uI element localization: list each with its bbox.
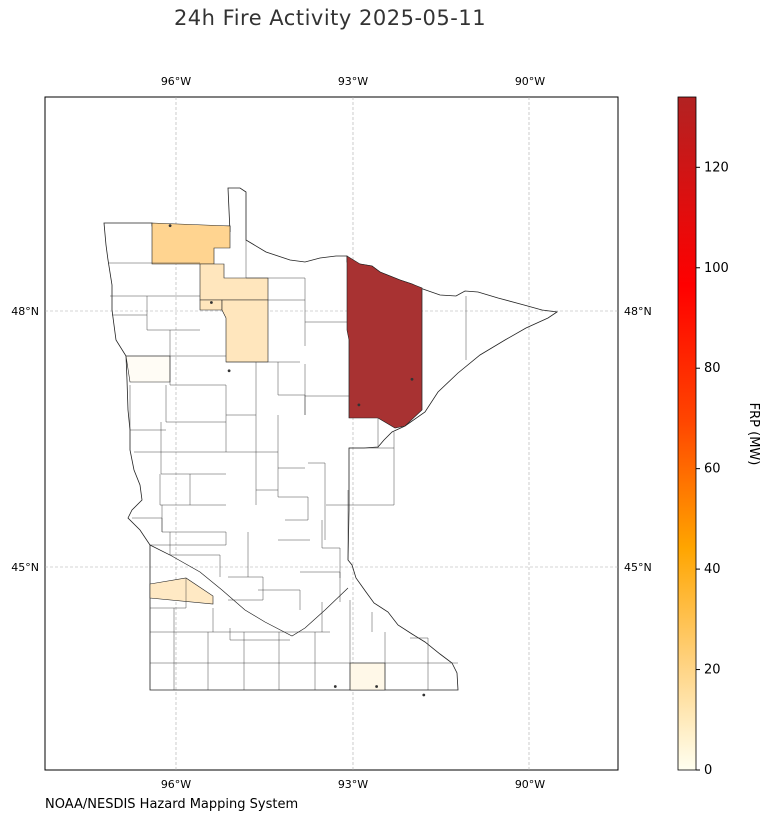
colorbar-tick-label-4: 80	[704, 361, 721, 376]
county-boundaries	[108, 240, 467, 690]
colorbar-tick-label-6: 120	[704, 160, 729, 175]
map-frame	[44, 96, 619, 771]
lon-tick-top-2: 90°W	[515, 75, 545, 88]
county-roseau	[151, 222, 231, 265]
fire-counties	[125, 222, 423, 691]
lon-tick-bottom-0: 96°W	[161, 778, 191, 791]
colorbar-tick-label-1: 20	[704, 663, 721, 678]
gridlines	[45, 97, 618, 770]
fire-point-2	[227, 369, 231, 373]
lat-tick-left-0: 48°N	[11, 305, 39, 318]
lon-tick-top-0: 96°W	[161, 75, 191, 88]
fire-point-1	[210, 301, 213, 304]
minnesota-river	[149, 544, 349, 637]
colorbar-tick-label-3: 60	[704, 462, 721, 477]
fire-point-5	[333, 685, 337, 688]
lon-tick-bottom-2: 90°W	[515, 778, 545, 791]
colorbar-label: FRP (MW)	[746, 403, 761, 466]
colorbar-tick-label-5: 100	[704, 261, 729, 276]
fire-point-6	[375, 685, 378, 688]
colorbar	[677, 96, 697, 771]
fire-point-4	[410, 377, 414, 381]
fire-point-3	[357, 403, 361, 407]
county-norman	[125, 355, 171, 383]
county-yellow-medicine	[149, 577, 214, 605]
fire-point-7	[422, 693, 426, 697]
state-outline	[103, 187, 559, 691]
lon-tick-bottom-1: 93°W	[338, 778, 368, 791]
county-freeborn	[349, 662, 386, 691]
colorbar-tick-label-0: 0	[704, 763, 712, 778]
colorbar-tick-label-2: 40	[704, 562, 721, 577]
lon-tick-top-1: 93°W	[338, 75, 368, 88]
lat-tick-left-1: 45°N	[11, 561, 39, 574]
axis-ticks: 96°W 96°W 93°W 93°W 90°W 90°W 48°N 48°N 45°N 45°N	[11, 75, 651, 791]
county-clearwater	[221, 299, 269, 363]
fire-points	[168, 224, 426, 697]
source-credit: NOAA/NESDIS Hazard Mapping System	[45, 797, 299, 812]
lat-tick-right-1: 45°N	[624, 561, 652, 574]
colorbar-ticks: 0 20 40 60 80 100 120	[696, 160, 729, 778]
fire-point-0	[168, 224, 172, 228]
lat-tick-right-0: 48°N	[624, 305, 652, 318]
map-title: 24h Fire Activity 2025-05-11	[173, 6, 487, 30]
